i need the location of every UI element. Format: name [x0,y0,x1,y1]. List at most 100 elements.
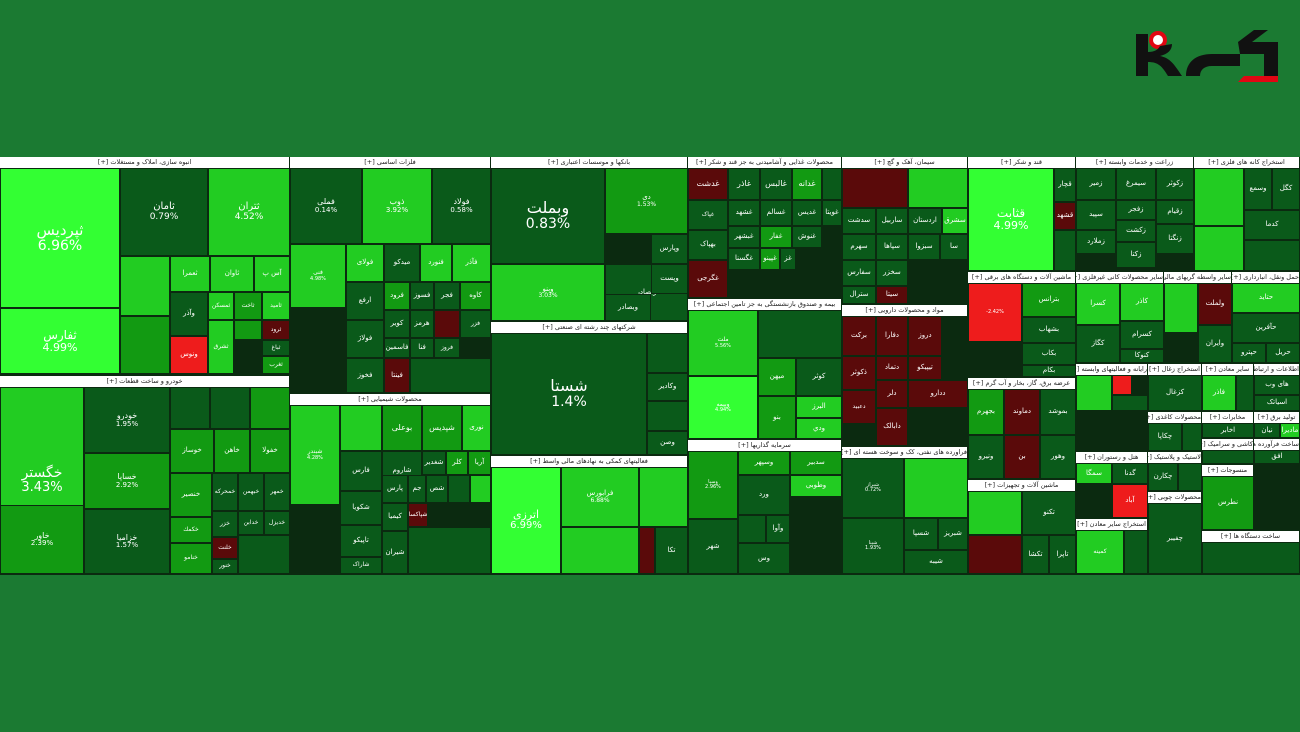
stock-tile[interactable] [968,491,1022,535]
sector-header[interactable]: سایر واسطه گریهای مالی [+] [1164,272,1231,283]
stock-tile[interactable]: میهن [758,358,796,396]
stock-tile[interactable]: دتماد [876,356,908,380]
stock-tile[interactable]: بترانس [1022,283,1075,317]
stock-tile[interactable]: ثفارس 4.99% [0,308,120,374]
stock-tile[interactable]: کدما [1244,210,1299,240]
stock-tile[interactable] [1202,542,1299,574]
stock-tile[interactable]: بکام [1022,365,1075,377]
stock-tile[interactable]: وهور [1040,435,1075,479]
stock-tile[interactable]: افق [1254,450,1299,464]
stock-tile[interactable]: چکارن [1148,463,1178,491]
stock-tile[interactable]: غسالم [760,200,792,226]
stock-tile[interactable]: غشهد [728,200,760,226]
stock-tile[interactable]: ددارو [908,380,967,408]
stock-tile[interactable]: فنی 4.98% [290,244,346,308]
stock-tile[interactable]: سشرق [942,208,967,234]
stock-tile[interactable]: البرز [796,396,841,418]
stock-tile[interactable]: بشهاب [1022,317,1075,343]
stock-tile[interactable]: کیمیا [382,503,408,531]
stock-tile[interactable]: ثامان 0.79% [120,168,208,256]
stock-tile[interactable]: بموشد [1040,389,1075,435]
stock-tile[interactable]: چفیبر [1148,503,1201,574]
sector-header[interactable]: استخراج کانه های فلزی [+] [1194,157,1299,168]
stock-tile[interactable]: جم [408,475,426,503]
stock-tile[interactable]: زکتا [1116,242,1156,268]
stock-tile[interactable]: کگل [1272,168,1299,210]
stock-tile[interactable]: ثرود [262,320,289,340]
stock-tile[interactable] [639,467,687,527]
stock-tile[interactable]: دماوند [1004,389,1040,435]
stock-tile[interactable]: غنوش [792,226,822,248]
stock-tile[interactable]: دفارا [876,316,908,356]
stock-tile[interactable]: دلر [876,380,908,408]
stock-tile[interactable]: خزامیا 1.57% [84,509,170,574]
stock-tile[interactable]: تاپرا [1049,535,1075,574]
stock-tile[interactable]: وسپهر [738,451,790,475]
stock-tile[interactable] [1194,168,1244,226]
stock-tile[interactable] [738,515,766,543]
sector-header[interactable]: ساخت فرآورده های فلزی [+] [1254,439,1299,450]
stock-tile[interactable] [639,527,655,574]
stock-tile[interactable]: ثتران 4.52% [208,168,289,256]
stock-tile[interactable] [647,333,687,373]
stock-tile[interactable]: شص [426,475,448,503]
sector-header[interactable]: لاستیک و پلاستیک [+] [1148,452,1201,463]
stock-tile[interactable]: کسرام [1120,321,1163,349]
stock-tile[interactable] [250,387,289,429]
stock-tile[interactable] [1124,530,1147,574]
stock-tile[interactable] [822,168,841,200]
stock-tile[interactable] [1054,230,1075,271]
stock-tile[interactable]: هرمز [410,310,434,338]
stock-tile[interactable]: زملارد [1076,230,1116,254]
stock-tile[interactable]: خفولا [250,429,289,473]
stock-tile[interactable]: وآذر [170,292,208,336]
stock-tile[interactable]: ثشرق [208,320,234,374]
stock-tile[interactable]: شسپا [904,518,938,550]
sector-header[interactable]: کاشی و سرامیک [+] [1202,439,1253,450]
stock-tile[interactable]: وطوبی [790,475,841,497]
stock-tile[interactable]: سمگا [1076,463,1112,484]
sector-header[interactable]: هتل و رستوران [+] [1076,452,1147,463]
stock-tile[interactable]: غاذر [728,168,760,200]
stock-tile[interactable] [1182,423,1201,451]
stock-tile[interactable] [434,310,460,338]
stock-tile[interactable] [340,405,382,451]
stock-tile[interactable]: دعبید [842,390,876,424]
stock-tile[interactable]: تکنو [1022,491,1075,535]
stock-tile[interactable] [1076,375,1112,411]
stock-tile[interactable]: فملی 0.14% [290,168,362,244]
stock-tile[interactable]: فزر [460,310,490,338]
stock-tile[interactable]: تیپیکو [908,356,942,380]
sector-header[interactable]: استخراج سایر معادن [+] [1076,519,1147,530]
sector-header[interactable]: ماشین آلات و دستگاه های برقی [+] [968,272,1075,283]
stock-tile[interactable]: چکاپا [1148,423,1182,451]
stock-tile[interactable]: ذکوثر [842,356,876,390]
stock-tile[interactable] [238,535,289,574]
stock-tile[interactable]: های وب [1254,375,1299,395]
stock-tile[interactable]: غالبس [760,168,792,200]
stock-tile[interactable] [408,527,490,574]
stock-tile[interactable]: وبصادر [605,294,651,321]
stock-tile[interactable]: غگرجی [688,260,728,298]
stock-tile[interactable]: برکت [842,316,876,356]
stock-tile[interactable]: شبندر 4.28% [290,405,340,505]
stock-tile[interactable]: ساربیل [876,208,908,234]
stock-tile[interactable]: وسمع [1244,168,1272,210]
stock-tile[interactable]: تاپیکو [340,525,382,557]
stock-tile[interactable] [1244,240,1299,271]
stock-tile[interactable]: -2.42% [968,283,1022,342]
stock-tile[interactable]: فاسمین [384,338,410,358]
stock-tile[interactable]: سبزوا [908,234,940,260]
stock-tile[interactable]: تکا [655,527,687,574]
stock-tile[interactable]: وپست [651,264,687,294]
stock-tile[interactable]: زمیر [1076,168,1116,200]
stock-tile[interactable] [120,256,170,316]
stock-tile[interactable]: سپاها [876,234,908,260]
sector-header[interactable]: فراورده های نفتی، کک و سوخت هسته ای [+] [842,447,967,458]
stock-tile[interactable]: حریل [1266,343,1299,363]
sector-header[interactable]: زراعت و خدمات وابسته [+] [1076,157,1193,168]
stock-tile[interactable]: غدیس [792,200,822,226]
sector-header[interactable]: قند و شکر [+] [968,157,1075,168]
stock-tile[interactable]: وپارس [651,234,687,264]
stock-tile[interactable]: غدشت [688,168,728,200]
